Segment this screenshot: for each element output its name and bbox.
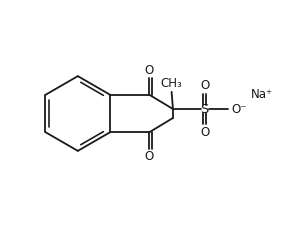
Text: S: S [201, 103, 209, 116]
Text: O: O [200, 126, 209, 139]
Text: CH₃: CH₃ [161, 77, 183, 90]
Text: O: O [145, 64, 154, 77]
Text: Na⁺: Na⁺ [251, 88, 273, 101]
Text: O⁻: O⁻ [231, 103, 246, 116]
Text: O: O [200, 79, 209, 92]
Text: O: O [145, 150, 154, 163]
